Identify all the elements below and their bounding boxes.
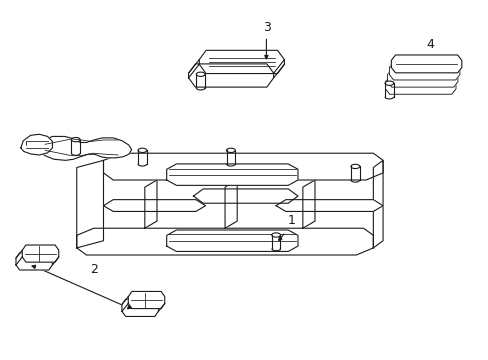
Polygon shape	[39, 136, 131, 160]
Ellipse shape	[71, 138, 80, 142]
Polygon shape	[16, 253, 52, 270]
Polygon shape	[103, 200, 205, 211]
Polygon shape	[224, 180, 237, 228]
Polygon shape	[103, 153, 382, 180]
Polygon shape	[166, 164, 297, 185]
Polygon shape	[386, 69, 457, 87]
Ellipse shape	[384, 81, 393, 85]
Polygon shape	[385, 76, 455, 94]
Ellipse shape	[350, 164, 359, 168]
Ellipse shape	[196, 72, 204, 76]
Polygon shape	[388, 62, 459, 80]
Polygon shape	[188, 64, 273, 87]
Ellipse shape	[271, 233, 280, 237]
Text: 1: 1	[287, 214, 295, 227]
Polygon shape	[193, 189, 297, 203]
Text: 2: 2	[90, 264, 98, 276]
Polygon shape	[166, 230, 297, 251]
Polygon shape	[372, 160, 382, 248]
Polygon shape	[77, 228, 372, 255]
Ellipse shape	[138, 148, 146, 153]
Text: 3: 3	[263, 21, 271, 34]
Polygon shape	[22, 245, 59, 262]
Polygon shape	[390, 55, 461, 73]
Text: 4: 4	[426, 39, 433, 51]
Polygon shape	[128, 292, 164, 309]
Polygon shape	[144, 180, 157, 228]
Polygon shape	[199, 50, 284, 73]
Polygon shape	[302, 180, 314, 228]
Polygon shape	[276, 200, 382, 211]
Polygon shape	[77, 160, 103, 248]
Polygon shape	[122, 299, 158, 316]
Polygon shape	[21, 134, 52, 155]
Ellipse shape	[226, 148, 235, 153]
